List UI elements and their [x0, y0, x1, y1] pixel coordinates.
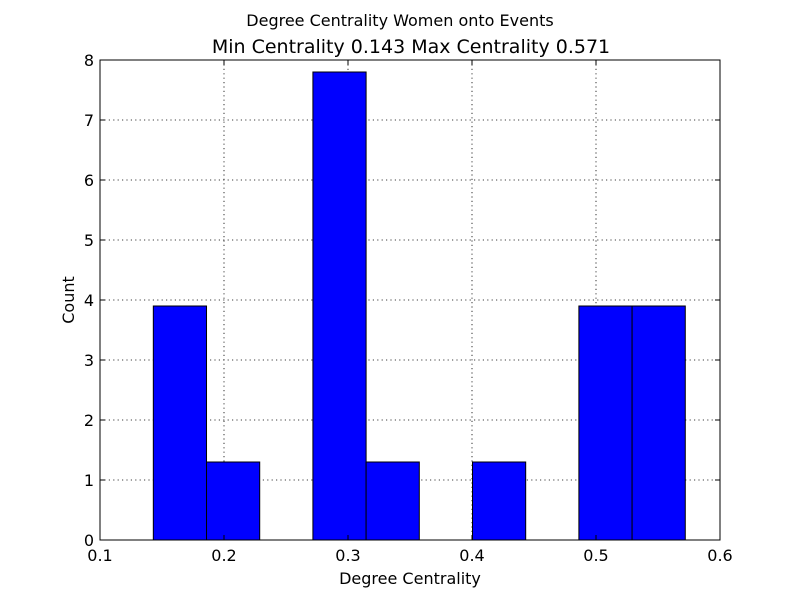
y-tick-label: 8	[84, 51, 94, 70]
histogram-bar	[152, 305, 208, 541]
y-tick-label: 3	[84, 351, 94, 370]
y-tick-label: 1	[84, 471, 94, 490]
x-tick-label: 0.4	[459, 546, 484, 565]
y-tick-label: 6	[84, 171, 94, 190]
x-tick-label: 0.5	[583, 546, 608, 565]
y-tick-label: 2	[84, 411, 94, 430]
chart-suptitle: Degree Centrality Women onto Events	[246, 11, 553, 30]
chart-title: Min Centrality 0.143 Max Centrality 0.57…	[212, 36, 610, 58]
y-tick-label: 7	[84, 111, 94, 130]
x-axis-label: Degree Centrality	[339, 569, 481, 588]
y-axis-label: Count	[59, 276, 78, 324]
plot-frame	[99, 59, 721, 541]
x-tick-label: 0.1	[87, 546, 112, 565]
histogram-bar	[365, 461, 420, 541]
axis-ticks: 0.1 0.2 0.3 0.4 0.5 0.6 0 1 2 3 4 5 6 7 8	[84, 51, 733, 565]
x-tick-label: 0.2	[211, 546, 236, 565]
histogram-bar	[206, 461, 261, 541]
histogram-bar	[578, 305, 633, 541]
y-tick-label: 5	[84, 231, 94, 250]
histogram-bars	[152, 71, 686, 541]
x-tick-label: 0.3	[335, 546, 360, 565]
y-tick-label: 4	[84, 291, 94, 310]
histogram-bar	[312, 71, 367, 541]
histogram-bar	[471, 461, 527, 541]
y-tick-label: 0	[84, 531, 94, 550]
histogram-bar	[631, 305, 686, 541]
x-tick-label: 0.6	[707, 546, 732, 565]
